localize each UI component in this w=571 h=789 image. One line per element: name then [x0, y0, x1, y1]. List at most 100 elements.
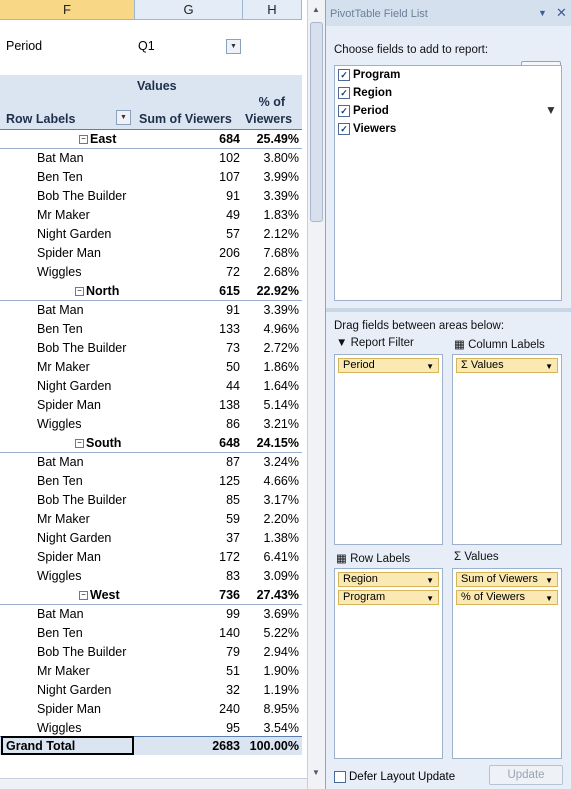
program-label: Bob The Builder [37, 645, 127, 659]
program-label: Night Garden [37, 531, 112, 545]
program-sum: 87 [226, 455, 240, 469]
program-label: Bat Man [37, 151, 84, 165]
defer-layout-checkbox[interactable]: Defer Layout Update [334, 769, 455, 783]
field-label: Viewers [353, 123, 397, 136]
program-sum: 32 [226, 683, 240, 697]
row-divider [0, 148, 302, 149]
program-sum: 102 [219, 151, 240, 165]
program-label: Mr Maker [37, 664, 90, 678]
region-name: South [86, 436, 122, 450]
program-label: Wiggles [37, 265, 82, 279]
report-filter-pill[interactable]: Period ▼ [338, 358, 439, 373]
filter-dropdown-icon[interactable]: ▼ [226, 39, 241, 54]
collapse-icon[interactable]: − [75, 287, 84, 297]
column-header-g[interactable]: G [135, 0, 243, 20]
region-pct: 22.92% [256, 284, 299, 298]
program-pct: 3.24% [263, 455, 299, 469]
grand-total-sum: 2683 [212, 739, 240, 753]
value-pill-pct[interactable]: % of Viewers ▼ [456, 590, 558, 605]
vertical-scrollbar[interactable]: ▲ ▼ [307, 0, 325, 789]
values-area[interactable]: Sum of Viewers ▼ % of Viewers ▼ [452, 568, 562, 759]
program-sum: 172 [219, 550, 240, 564]
splitter[interactable] [326, 308, 571, 312]
program-sum: 86 [226, 417, 240, 431]
pct-header-line2: Viewers [245, 112, 293, 126]
spreadsheet-area[interactable]: F G H Period Q1 ▼ Values % of Row Labels… [0, 0, 307, 789]
program-sum: 49 [226, 208, 240, 222]
field-item-program[interactable]: ✓ Program [338, 69, 400, 81]
program-pct: 2.72% [263, 341, 299, 355]
drag-fields-label: Drag fields between areas below: [334, 320, 505, 332]
horizontal-scrollbar[interactable] [0, 778, 307, 789]
program-label: Ben Ten [37, 170, 83, 184]
region-label[interactable]: − West [79, 588, 120, 602]
column-header-f[interactable]: F [0, 0, 135, 20]
row-pill-region[interactable]: Region ▼ [338, 572, 439, 587]
region-sum: 684 [219, 132, 240, 146]
program-label: Spider Man [37, 702, 101, 716]
program-sum: 50 [226, 360, 240, 374]
program-pct: 4.66% [263, 474, 299, 488]
field-label: Program [353, 69, 401, 82]
program-label: Mr Maker [37, 512, 90, 526]
field-item-viewers[interactable]: ✓ Viewers [338, 123, 396, 135]
region-label[interactable]: − North [75, 284, 119, 298]
column-values-pill[interactable]: Σ Values ▼ [456, 358, 558, 373]
collapse-icon[interactable]: − [79, 135, 88, 145]
column-header-h[interactable]: H [243, 0, 302, 20]
filter-icon: ▼ [545, 103, 557, 117]
program-pct: 3.17% [263, 493, 299, 507]
program-label: Night Garden [37, 227, 112, 241]
program-label: Wiggles [37, 417, 82, 431]
region-sum: 736 [219, 588, 240, 602]
row-labels-dropdown-icon[interactable]: ▼ [116, 110, 131, 125]
program-label: Spider Man [37, 246, 101, 260]
program-label: Night Garden [37, 683, 112, 697]
pivot-header-band [0, 75, 302, 129]
scroll-down-icon[interactable]: ▼ [312, 768, 320, 777]
value-pill-sum[interactable]: Sum of Viewers ▼ [456, 572, 558, 587]
program-label: Bat Man [37, 303, 84, 317]
choose-fields-label: Choose fields to add to report: [334, 44, 489, 56]
checkbox-icon[interactable]: ✓ [338, 69, 350, 81]
row-labels-area[interactable]: Region ▼ Program ▼ [334, 568, 443, 759]
region-sum: 615 [219, 284, 240, 298]
program-pct: 8.95% [263, 702, 299, 716]
program-sum: 107 [219, 170, 240, 184]
checkbox-icon[interactable]: ✓ [338, 123, 350, 135]
program-sum: 73 [226, 341, 240, 355]
checkbox-icon[interactable]: ✓ [338, 105, 350, 117]
program-sum: 91 [226, 303, 240, 317]
scroll-up-icon[interactable]: ▲ [312, 5, 320, 14]
collapse-icon[interactable]: − [75, 439, 84, 449]
program-label: Bob The Builder [37, 189, 127, 203]
field-item-region[interactable]: ✓ Region [338, 87, 392, 99]
program-sum: 133 [219, 322, 240, 336]
panel-menu-icon[interactable]: ▼ [538, 8, 547, 18]
close-icon[interactable]: ✕ [556, 5, 567, 20]
checkbox-icon[interactable]: ✓ [338, 87, 350, 99]
grand-total-pct: 100.00% [249, 739, 299, 753]
program-label: Bat Man [37, 607, 84, 621]
program-label: Spider Man [37, 550, 101, 564]
program-sum: 72 [226, 265, 240, 279]
row-pill-program[interactable]: Program ▼ [338, 590, 439, 605]
field-item-period[interactable]: ✓ Period [338, 105, 389, 117]
region-label[interactable]: − South [75, 436, 121, 450]
region-name: West [90, 588, 120, 602]
scroll-thumb[interactable] [310, 22, 323, 222]
program-pct: 1.90% [263, 664, 299, 678]
program-label: Night Garden [37, 379, 112, 393]
program-label: Bat Man [37, 455, 84, 469]
update-button[interactable]: Update [489, 765, 563, 785]
program-label: Ben Ten [37, 322, 83, 336]
program-pct: 5.14% [263, 398, 299, 412]
grand-total-band [0, 736, 302, 755]
program-pct: 6.41% [263, 550, 299, 564]
column-labels-area[interactable]: Σ Values ▼ [452, 354, 562, 545]
region-label[interactable]: − East [79, 132, 116, 146]
program-pct: 7.68% [263, 246, 299, 260]
report-filter-area[interactable]: Period ▼ [334, 354, 443, 545]
active-cell[interactable] [1, 736, 134, 755]
collapse-icon[interactable]: − [79, 591, 88, 601]
